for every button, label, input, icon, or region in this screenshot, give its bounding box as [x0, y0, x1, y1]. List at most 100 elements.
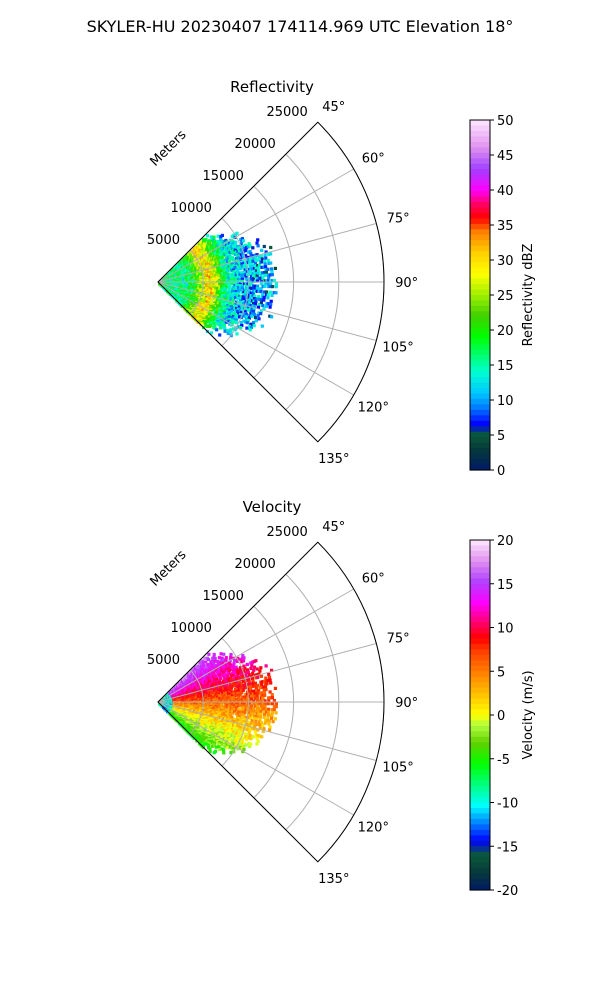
echo-cell [226, 675, 230, 679]
echo-cell [257, 303, 261, 307]
echo-cell [236, 710, 240, 714]
echo-cell [236, 294, 240, 298]
echo-cell [248, 706, 252, 710]
echo-cell [236, 729, 240, 733]
colorbar-segment [470, 393, 490, 400]
echo-cell [229, 751, 233, 755]
echo-cell [215, 294, 219, 298]
echo-cell [228, 722, 232, 727]
echo-cell [248, 694, 252, 699]
echo-cell [231, 247, 235, 251]
echo-cell [261, 284, 265, 288]
echo-cell [208, 708, 212, 712]
echo-cell [231, 274, 235, 278]
echo-cell [223, 708, 227, 713]
colorbar-segment [470, 120, 490, 127]
echo-cell [223, 693, 227, 697]
panel-title: Reflectivity [230, 78, 314, 96]
echo-cell [226, 722, 230, 726]
echo-cell [233, 735, 237, 739]
echo-cell [227, 278, 231, 282]
colorbar-segment [470, 464, 490, 471]
echo-cell [209, 300, 213, 304]
echo-cell [233, 248, 237, 252]
echo-cell [251, 259, 255, 263]
echo-cell [230, 314, 234, 318]
echo-cell [229, 678, 233, 682]
echo-cell [231, 673, 235, 677]
echo-cell [207, 657, 211, 662]
echo-cell [239, 248, 243, 252]
echo-cell [215, 683, 219, 687]
echo-cell [229, 272, 233, 276]
echo-cell [250, 299, 254, 303]
echo-cell [203, 675, 207, 679]
echo-cell [226, 679, 230, 684]
echo-cell [230, 272, 234, 276]
echo-cell [272, 291, 276, 295]
echo-cell [250, 286, 254, 290]
echo-cell [231, 702, 235, 706]
echo-cell [234, 670, 238, 674]
echo-cell [228, 313, 232, 317]
echo-cell [198, 687, 202, 691]
echo-cell [228, 716, 232, 721]
echo-cell [245, 268, 249, 272]
echo-cell [199, 240, 203, 244]
echo-cell [233, 745, 237, 749]
echo-cell [228, 241, 232, 245]
echo-cell [235, 706, 239, 710]
echo-cell [198, 275, 203, 279]
echo-cell [224, 260, 228, 264]
echo-cell [251, 272, 255, 276]
echo-cell [226, 712, 230, 717]
echo-cell [222, 266, 226, 270]
echo-cell [201, 716, 205, 720]
echo-cell [225, 253, 230, 258]
echo-cell [235, 725, 239, 729]
echo-cell [247, 716, 251, 720]
echo-cell [230, 692, 234, 696]
colorbar-tick-label: 45 [497, 149, 514, 164]
echo-cell [235, 667, 239, 671]
echo-cell [238, 273, 242, 277]
echo-cell [223, 329, 227, 333]
echo-cell [198, 678, 202, 682]
echo-cell [213, 657, 217, 661]
echo-cell [229, 655, 233, 659]
echo-cell [222, 748, 226, 752]
echo-cell [259, 309, 264, 313]
colorbar-segment [470, 327, 490, 334]
echo-cell [223, 307, 227, 311]
echo-cell [236, 674, 240, 678]
echo-cell [227, 705, 231, 709]
echo-cell [244, 286, 248, 290]
echo-cell [237, 246, 241, 250]
echo-cell [227, 265, 231, 269]
echo-cell [244, 695, 248, 699]
echo-cell [207, 719, 211, 723]
echo-cell [238, 315, 242, 319]
echo-cell [246, 685, 251, 689]
echo-cell [255, 691, 259, 695]
echo-cell [266, 258, 270, 263]
echo-cell [222, 294, 226, 298]
r-tick-label: 20000 [234, 137, 275, 152]
echo-cell [242, 288, 246, 292]
echo-cell [227, 291, 231, 295]
echo-cell [274, 285, 278, 289]
echo-cell [202, 265, 206, 269]
echo-cell [251, 296, 255, 300]
echo-cell [236, 249, 240, 253]
echo-cell [239, 684, 243, 688]
echo-cell [219, 668, 223, 672]
echo-cell [255, 253, 259, 257]
echo-cell [214, 745, 218, 749]
echo-cell [225, 694, 229, 699]
echo-cell [244, 727, 248, 731]
echo-cell [184, 268, 188, 272]
echo-cell [253, 315, 258, 320]
echo-cell [237, 286, 241, 290]
colorbar-segment [470, 371, 490, 378]
echo-cell [247, 272, 252, 276]
